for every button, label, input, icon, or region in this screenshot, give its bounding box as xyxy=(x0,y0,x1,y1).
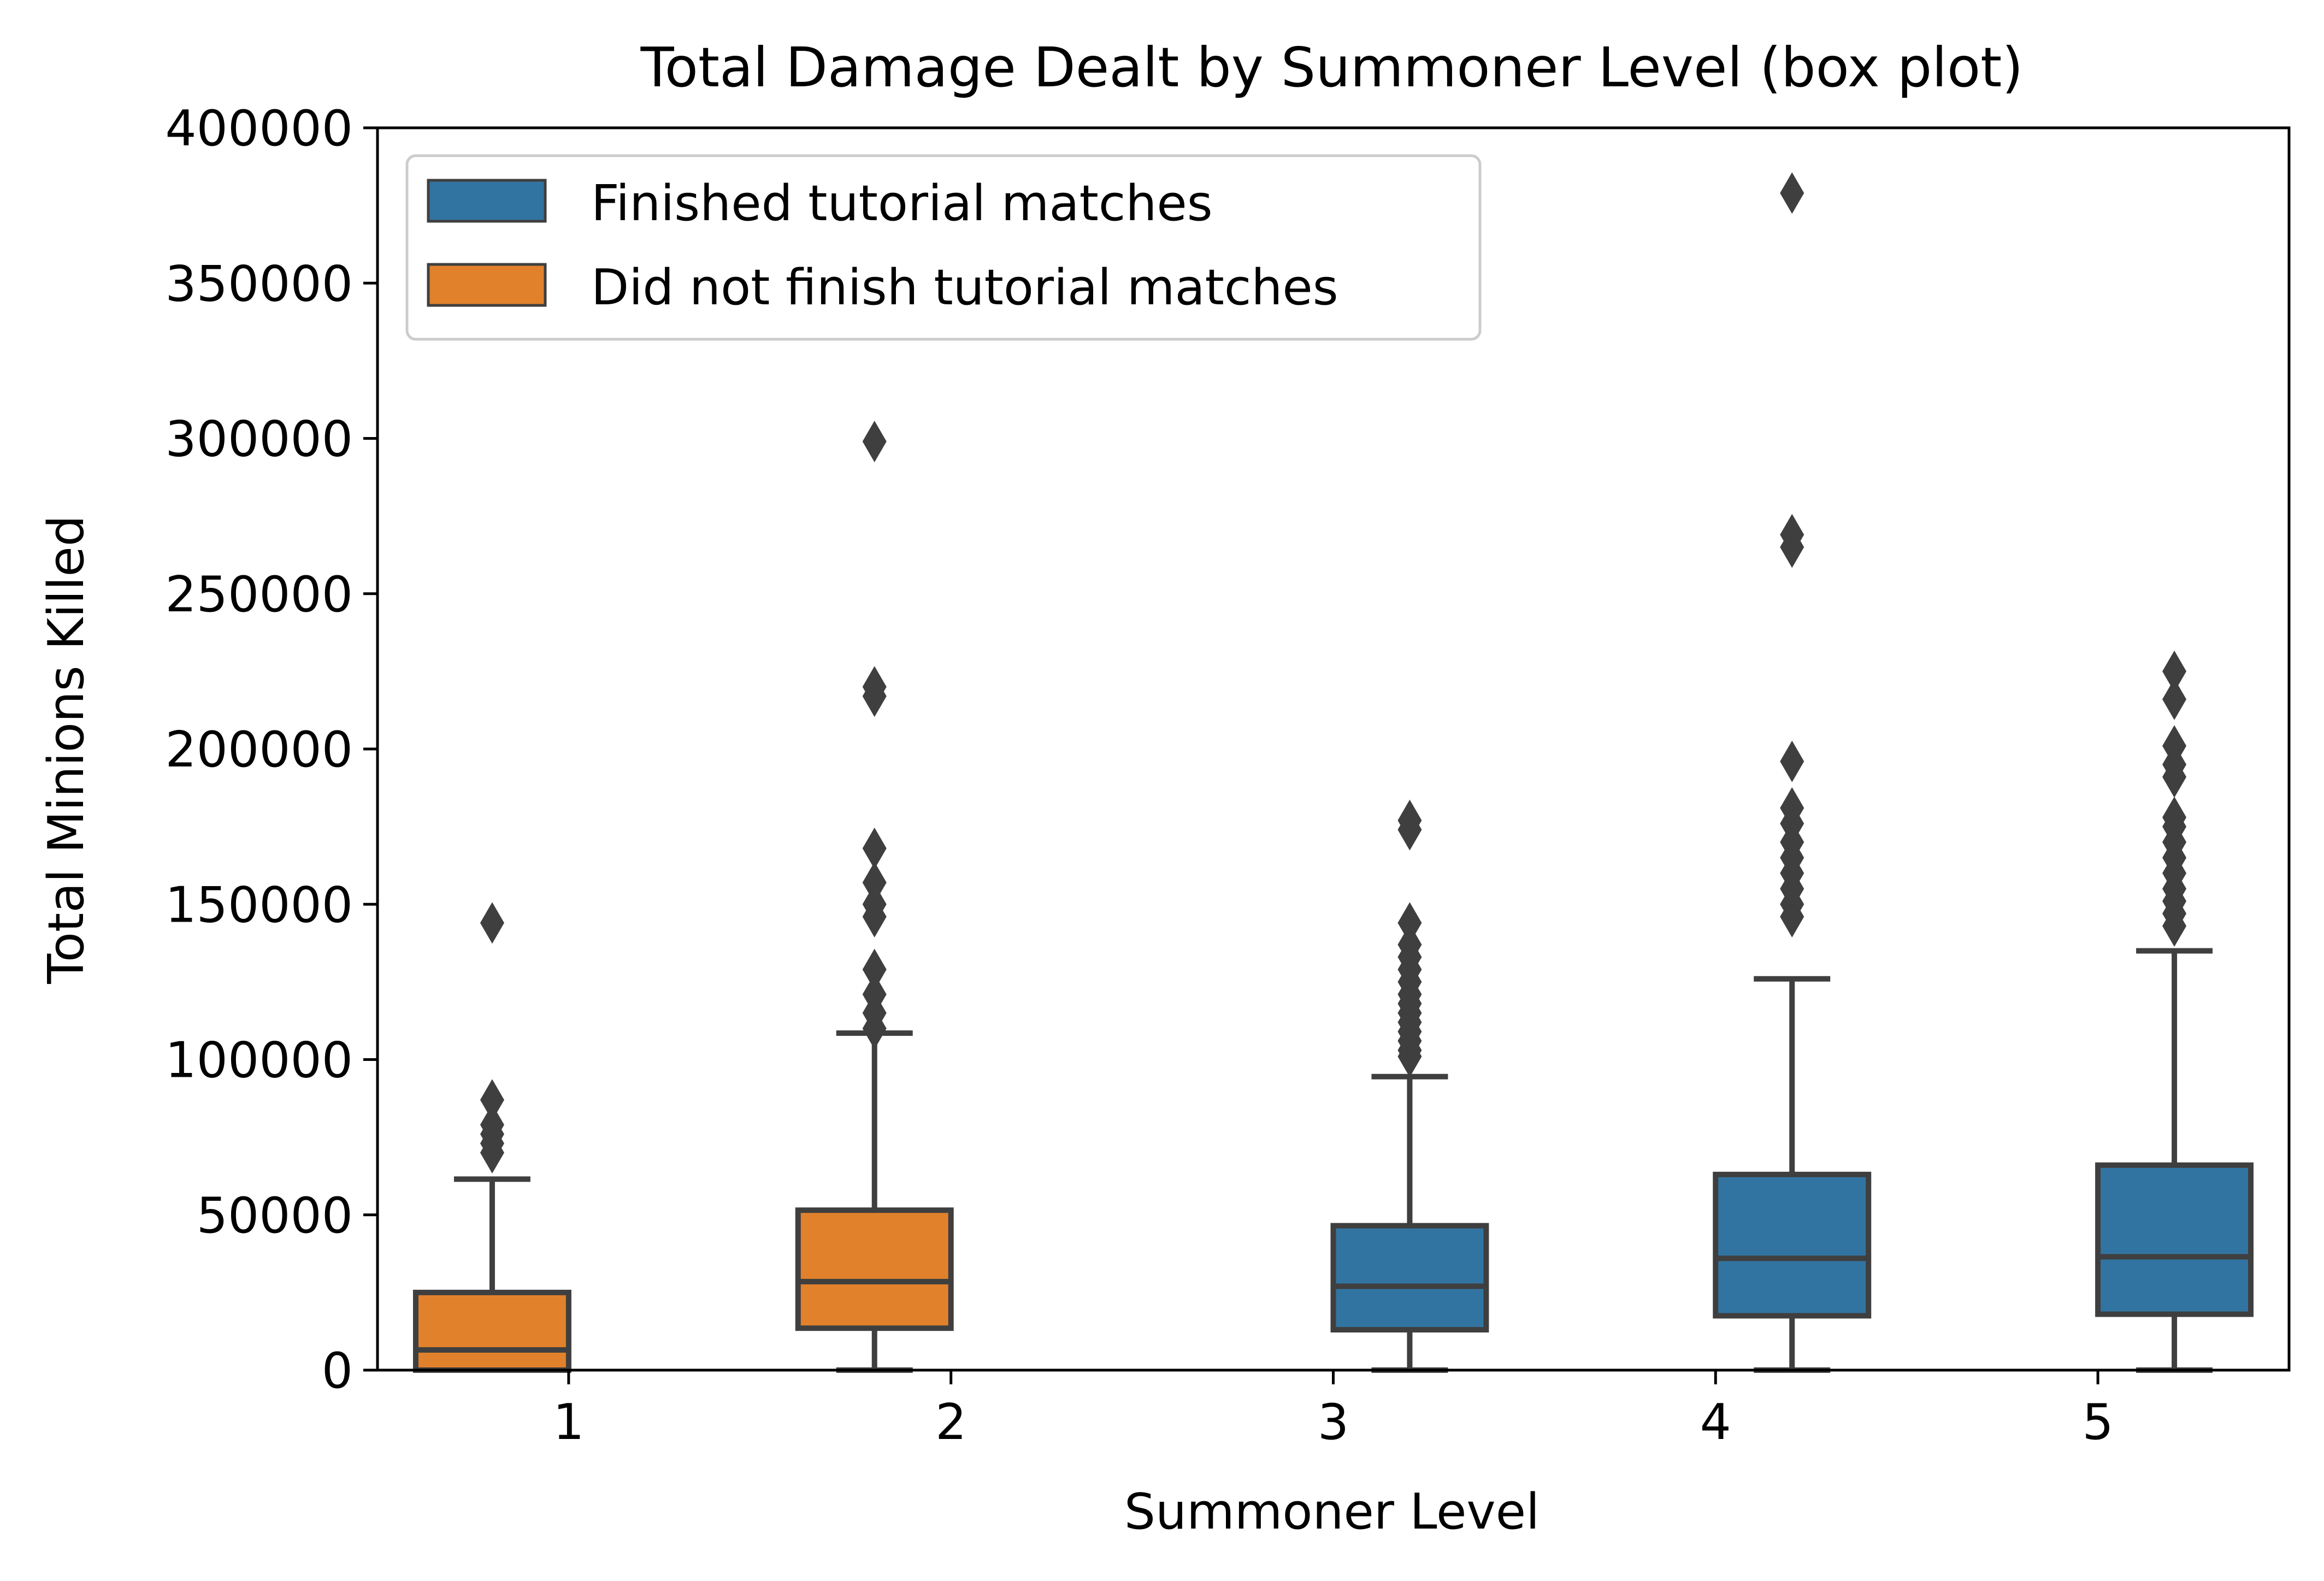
outlier-point xyxy=(480,902,504,944)
y-axis: 0 50000 100000 150000 200000 250000 300000 3500… xyxy=(165,100,377,1400)
y-tick-label: 150000 xyxy=(165,876,353,934)
box-group xyxy=(795,421,954,1373)
legend-swatch-not-finished xyxy=(427,263,547,307)
box-group xyxy=(412,902,571,1373)
y-tick-label: 300000 xyxy=(165,411,353,468)
outlier-point xyxy=(1397,902,1422,944)
outlier-point xyxy=(1780,172,1804,214)
outlier-point xyxy=(2162,725,2187,767)
legend-label-finished: Finished tutorial matches xyxy=(591,175,1213,232)
box-body xyxy=(795,1207,954,1331)
y-tick-label: 200000 xyxy=(165,721,353,778)
y-tick-label: 250000 xyxy=(165,566,353,623)
x-tick-label: 4 xyxy=(1700,1394,1731,1451)
box-body xyxy=(1713,1171,1872,1319)
x-tick-label: 3 xyxy=(1318,1394,1349,1451)
y-tick-label: 0 xyxy=(322,1342,353,1400)
x-tick-label: 2 xyxy=(935,1394,966,1451)
outlier-point xyxy=(1397,924,1422,966)
x-axis: 1 2 3 4 5 xyxy=(553,1370,2114,1451)
outlier-point xyxy=(2162,679,2187,721)
outlier-point xyxy=(862,862,887,904)
legend-label-not-finished: Did not finish tutorial matches xyxy=(591,259,1338,316)
box-body xyxy=(412,1289,571,1373)
outlier-point xyxy=(1780,740,1804,782)
outlier-point xyxy=(2162,650,2187,692)
legend-frame xyxy=(405,154,1482,341)
y-tick-label: 350000 xyxy=(165,255,353,312)
outlier-point xyxy=(1397,799,1422,841)
x-tick-label: 5 xyxy=(2082,1394,2113,1451)
legend-swatch-finished xyxy=(427,179,547,223)
box-group xyxy=(2095,650,2254,1373)
outlier-point xyxy=(1780,514,1804,556)
y-axis-label: Total Minions Killed xyxy=(38,515,95,984)
outlier-point xyxy=(480,1079,504,1121)
outlier-point xyxy=(862,974,887,1016)
box-body xyxy=(1330,1223,1489,1333)
x-axis-label: Summoner Level xyxy=(1124,1483,1539,1541)
outlier-point xyxy=(2162,797,2187,839)
y-tick-label: 50000 xyxy=(197,1187,353,1244)
y-tick-label: 400000 xyxy=(165,100,353,157)
outlier-point xyxy=(862,421,887,463)
outlier-point xyxy=(480,1104,504,1146)
plot-area xyxy=(412,172,2254,1373)
box-body xyxy=(2095,1162,2254,1317)
box-group xyxy=(1713,172,1872,1373)
y-tick-label: 100000 xyxy=(165,1032,353,1089)
outlier-point xyxy=(862,666,887,708)
outlier-point xyxy=(862,883,887,925)
box-group xyxy=(1330,799,1489,1373)
legend: Finished tutorial matches Did not finish… xyxy=(405,154,1482,341)
outlier-point xyxy=(862,948,887,990)
outlier-point xyxy=(862,827,887,869)
x-tick-label: 1 xyxy=(553,1394,584,1451)
chart-title: Total Damage Dealt by Summoner Level (bo… xyxy=(640,36,2024,99)
outlier-point xyxy=(1780,787,1804,829)
